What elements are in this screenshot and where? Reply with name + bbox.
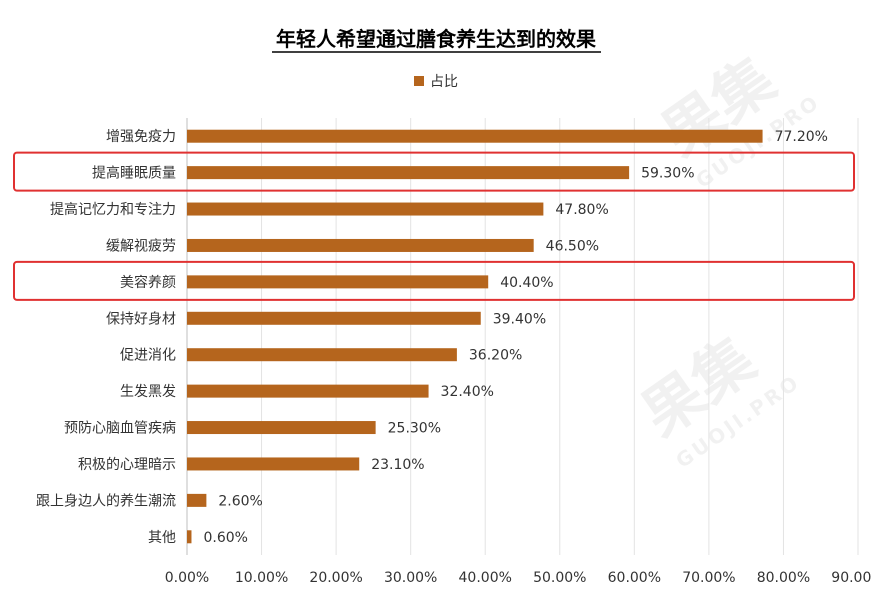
bar bbox=[187, 530, 192, 544]
bar bbox=[187, 311, 481, 325]
x-tick-label: 20.00% bbox=[309, 570, 362, 586]
x-tick-label: 40.00% bbox=[459, 570, 512, 586]
category-label: 预防心脑血管疾病 bbox=[64, 421, 176, 437]
data-label: 36.20% bbox=[469, 348, 522, 364]
x-tick-label: 30.00% bbox=[384, 570, 437, 586]
category-label: 促进消化 bbox=[120, 348, 176, 364]
bar bbox=[187, 384, 429, 398]
data-label: 32.40% bbox=[441, 384, 494, 400]
category-label: 跟上身边人的养生潮流 bbox=[36, 493, 176, 509]
category-label: 提高睡眠质量 bbox=[92, 165, 176, 182]
x-tick-label: 80.00% bbox=[757, 570, 810, 586]
highlight-box bbox=[13, 151, 855, 192]
highlight-box bbox=[13, 260, 855, 301]
data-label: 59.30% bbox=[641, 166, 694, 182]
category-label: 提高记忆力和专注力 bbox=[50, 201, 176, 218]
data-label: 46.50% bbox=[546, 238, 599, 254]
x-tick-label: 90.00% bbox=[831, 570, 872, 586]
category-label: 生发黑发 bbox=[120, 384, 176, 400]
legend-label: 占比 bbox=[430, 74, 458, 90]
category-label: 其他 bbox=[148, 530, 176, 546]
bar bbox=[187, 457, 360, 471]
bar bbox=[187, 129, 763, 143]
bar bbox=[187, 166, 630, 180]
category-label: 积极的心理暗示 bbox=[78, 457, 176, 473]
category-label: 美容养颜 bbox=[120, 274, 176, 291]
data-label: 2.60% bbox=[218, 493, 262, 509]
bar bbox=[187, 238, 534, 252]
data-label: 77.20% bbox=[775, 129, 828, 145]
bar bbox=[187, 493, 207, 507]
x-tick-label: 60.00% bbox=[608, 570, 661, 586]
data-label: 23.10% bbox=[371, 457, 424, 473]
category-label: 增强免疫力 bbox=[106, 129, 176, 145]
category-label: 缓解视疲劳 bbox=[106, 237, 176, 254]
bar bbox=[187, 421, 376, 435]
x-tick-label: 10.00% bbox=[235, 570, 288, 586]
data-label: 47.80% bbox=[555, 202, 608, 218]
data-label: 39.40% bbox=[493, 311, 546, 327]
legend-swatch bbox=[414, 76, 424, 86]
bar bbox=[187, 202, 544, 216]
x-tick-label: 70.00% bbox=[682, 570, 735, 586]
chart-title: 年轻人希望通过膳食养生达到的效果 bbox=[276, 27, 596, 51]
data-label: 25.30% bbox=[388, 421, 441, 437]
category-label: 保持好身材 bbox=[106, 311, 176, 327]
data-label: 40.40% bbox=[500, 275, 553, 291]
bar bbox=[187, 348, 457, 362]
x-tick-label: 50.00% bbox=[533, 570, 586, 586]
x-tick-label: 0.00% bbox=[165, 570, 209, 586]
bar bbox=[187, 275, 489, 289]
data-label: 0.60% bbox=[203, 530, 247, 546]
